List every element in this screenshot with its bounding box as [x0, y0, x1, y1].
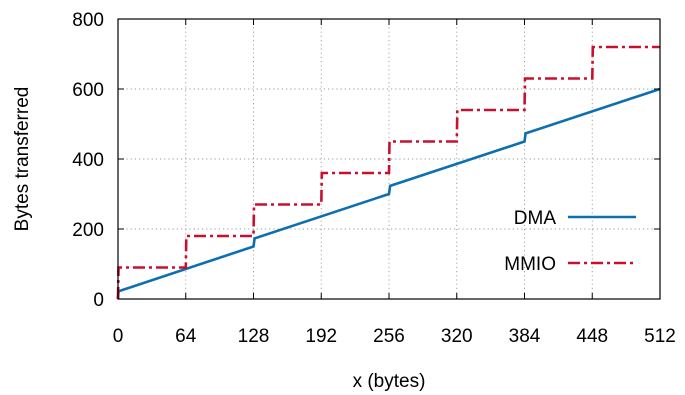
legend: DMA MMIO — [504, 208, 636, 275]
x-tick-label: 256 — [373, 326, 405, 347]
legend-label-mmio: MMIO — [504, 254, 556, 275]
x-tick-label: 384 — [509, 326, 541, 347]
x-tick-label: 512 — [644, 326, 676, 347]
y-tick-label: 800 — [72, 10, 104, 31]
legend-label-dma: DMA — [514, 208, 557, 229]
x-tick-labels: 0 64 128 192 256 320 384 448 512 — [113, 326, 676, 347]
y-tick-label: 0 — [93, 290, 104, 311]
x-axis-label: x (bytes) — [353, 371, 426, 392]
x-tick-label: 448 — [576, 326, 608, 347]
series-line-mmio — [116, 45, 660, 300]
axis-ticks — [117, 18, 661, 300]
series-line-dma — [116, 87, 661, 300]
x-tick-label: 0 — [113, 326, 124, 347]
y-axis-label: Bytes transferred — [12, 87, 33, 232]
y-tick-label: 600 — [72, 80, 104, 101]
x-tick-label: 128 — [238, 326, 270, 347]
y-tick-label: 200 — [72, 220, 104, 241]
grid-lines — [118, 19, 660, 299]
x-tick-label: 192 — [305, 326, 337, 347]
y-tick-label: 400 — [72, 150, 104, 171]
y-tick-labels: 0 200 400 600 800 — [72, 10, 104, 311]
x-tick-label: 64 — [175, 326, 197, 347]
series-lines — [116, 45, 661, 300]
x-tick-label: 320 — [441, 326, 473, 347]
